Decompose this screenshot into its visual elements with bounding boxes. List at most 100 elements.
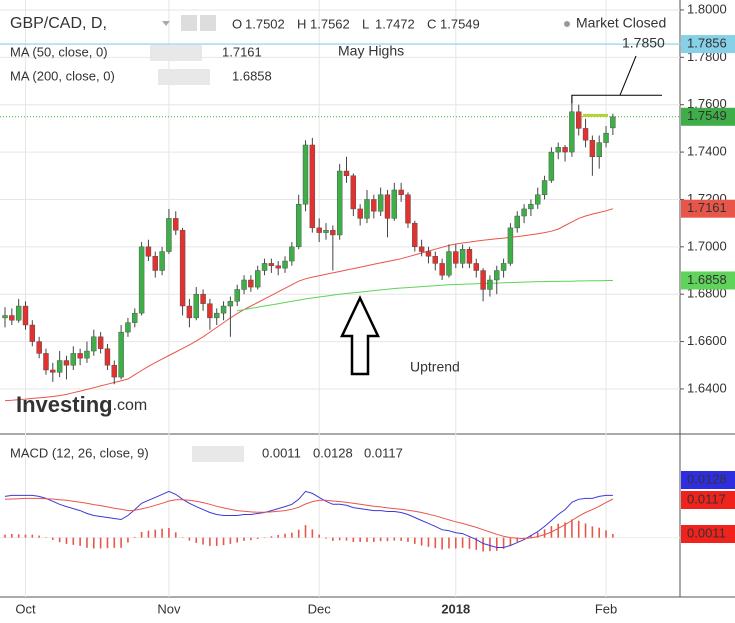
candle-body: [459, 248, 466, 264]
candle-body: [91, 336, 97, 352]
macd-histogram-bar: [393, 537, 396, 541]
macd-histogram-bar: [250, 537, 252, 541]
candle-body: [357, 208, 363, 219]
macd-histogram-bar: [79, 537, 81, 546]
macd-histogram-bar: [174, 532, 177, 538]
macd-histogram-bar: [420, 537, 423, 546]
candle-body: [343, 170, 350, 176]
macd-histogram-bar: [154, 529, 157, 538]
candle-body: [384, 194, 391, 219]
macd-histogram-bar: [181, 537, 184, 538]
macd-histogram-bar: [291, 532, 293, 538]
dropdown-icon[interactable]: [162, 21, 170, 26]
candle-body: [336, 170, 343, 236]
y-tick-label: 1.7400: [687, 144, 727, 159]
macd-legend-value: 0.0011: [262, 445, 301, 460]
macd-buttons[interactable]: [192, 446, 244, 462]
ma-badge-label: 1.7161: [687, 200, 727, 215]
candle-body: [535, 194, 541, 205]
candle-body: [582, 128, 589, 141]
candle-body: [603, 132, 609, 143]
candle-body: [528, 203, 534, 210]
macd-histogram-bar: [133, 536, 136, 538]
ma-buttons[interactable]: [158, 69, 210, 85]
macd-histogram-bar: [58, 537, 61, 543]
candle-body: [541, 180, 548, 195]
macd-histogram-bar: [407, 537, 409, 542]
macd-line: [4, 497, 614, 540]
ma-badge-label: 1.6858: [687, 272, 727, 287]
candle-body: [391, 189, 398, 219]
candle-body: [138, 246, 145, 314]
macd-histogram-bar: [325, 537, 327, 539]
candle-body: [371, 199, 377, 212]
ohlc-label: C: [427, 16, 436, 31]
macd-badge: [681, 491, 735, 509]
y-tick-label: 1.6400: [687, 380, 727, 395]
ma-legend: MA (200, close, 0): [10, 68, 115, 83]
legend: O 1.7502 H 1.7562 L 1.7472 C 1.7549 MA (50, clos…: [10, 16, 480, 462]
settings-button[interactable]: [200, 15, 216, 31]
macd-histogram-bar: [400, 537, 402, 541]
macd-histogram-bar: [4, 534, 6, 538]
candle-body: [84, 350, 90, 359]
candle-body: [562, 147, 568, 153]
eye-button[interactable]: [181, 15, 197, 31]
candle-body: [596, 142, 602, 158]
candle-body: [289, 246, 295, 262]
candle-body: [350, 175, 357, 210]
level-badge-label: 1.7856: [687, 35, 727, 50]
ohlc-label: O: [232, 16, 242, 31]
macd-histogram-bar: [311, 529, 314, 538]
symbol-title: GBP/CAD, D,: [10, 15, 107, 32]
macd-histogram-bar: [352, 537, 355, 542]
candle-body: [439, 263, 445, 276]
candle-body: [473, 263, 479, 271]
macd-histogram-bar: [209, 537, 211, 546]
candle-body: [63, 360, 70, 366]
macd-legend: MACD (12, 26, close, 9): [10, 445, 149, 460]
macd-histogram-bar: [45, 537, 47, 538]
status-dot: [564, 21, 570, 27]
ma-badge: [681, 271, 735, 290]
macd-histogram-bar: [516, 537, 519, 542]
price-badge-label: 1.7549: [687, 108, 727, 123]
ma-buttons[interactable]: [150, 45, 202, 61]
macd-badge-label: 0.0011: [687, 525, 726, 540]
macd-histogram-bar: [564, 522, 566, 538]
candle-body: [398, 189, 404, 195]
macd-histogram-bar: [386, 537, 389, 542]
watermark-suffix: .com: [113, 397, 148, 414]
macd-histogram-bar: [284, 533, 286, 538]
candle-body: [2, 315, 8, 319]
plot: [0, 43, 735, 552]
candle-body: [268, 263, 275, 266]
annotation-pointer: [619, 55, 637, 96]
candle-body: [111, 365, 117, 378]
candle-body: [227, 301, 234, 307]
candle-body: [97, 336, 104, 349]
candle-body: [36, 341, 42, 354]
level-name: May Highs: [338, 43, 404, 59]
macd-histogram-bar: [605, 530, 607, 538]
macd-histogram-bar: [52, 537, 54, 540]
candle-body: [576, 111, 582, 129]
candle-body: [514, 215, 520, 229]
candle-body: [152, 256, 158, 271]
macd-histogram-bar: [113, 537, 116, 548]
candle-body: [125, 322, 131, 333]
macd-badge-label: 0.0128: [687, 471, 727, 486]
candle-body: [104, 348, 111, 366]
macd-histogram-bar: [359, 537, 361, 542]
watermark: Investing.com: [16, 392, 147, 417]
candle-body: [569, 111, 575, 153]
candle-body: [22, 305, 29, 326]
macd-histogram-bar: [127, 537, 129, 543]
macd-histogram-bar: [99, 537, 102, 549]
axis: 1.64001.66001.68001.70001.72001.74001.76…: [15, 1, 735, 616]
candle-body: [166, 218, 172, 252]
macd-histogram-bar: [222, 537, 225, 546]
candle-body: [425, 251, 432, 257]
candle-body: [261, 263, 268, 271]
